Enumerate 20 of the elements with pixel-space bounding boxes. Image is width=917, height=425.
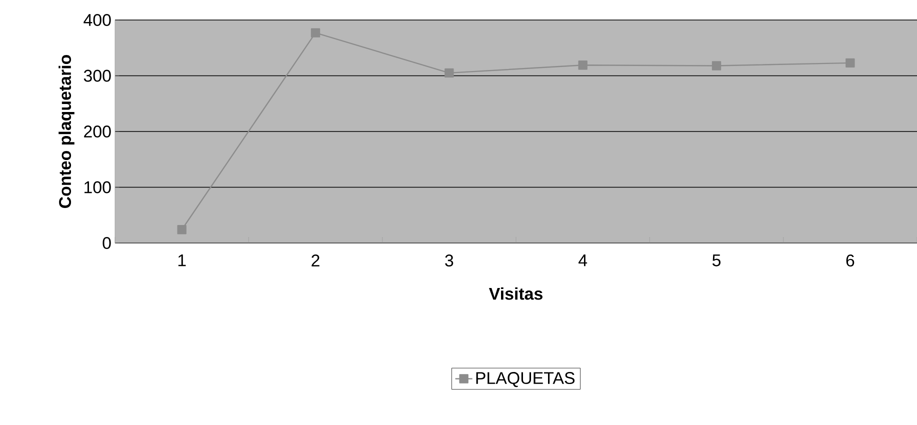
y-tick-label: 300 — [84, 70, 111, 82]
x-tick-label: 6 — [846, 254, 854, 267]
y-tick-label: 100 — [84, 181, 111, 194]
point — [578, 60, 588, 70]
point — [846, 58, 855, 68]
point — [444, 68, 454, 78]
x-tick-label: 4 — [578, 254, 588, 266]
point — [310, 28, 320, 38]
point — [177, 225, 186, 234]
point — [712, 61, 722, 70]
y-tick-label: 400 — [84, 14, 111, 26]
y-tick-label: 0 — [102, 237, 111, 249]
y-tick-label: 200 — [84, 126, 111, 138]
x-tick-label: 5 — [712, 254, 721, 266]
legend-label: PLAQUETAS — [476, 372, 575, 388]
x-tick-label: 1 — [178, 254, 186, 266]
x-axis-title: Visitas — [488, 287, 542, 300]
x-tick-label: 3 — [445, 254, 454, 267]
y-axis-title: Conteo plaquetario — [58, 55, 74, 208]
x-tick-label: 2 — [312, 254, 320, 266]
